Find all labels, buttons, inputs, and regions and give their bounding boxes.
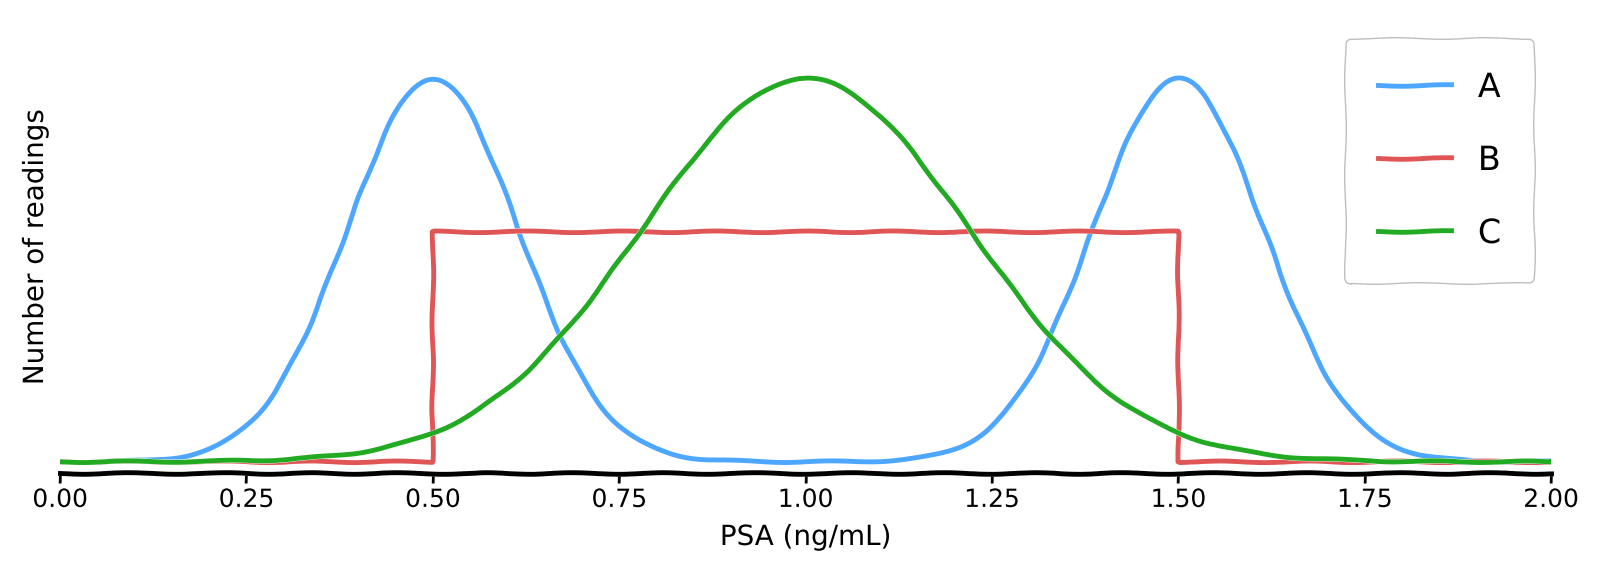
C xyxy=(1352,457,1371,464)
Y-axis label: Number of readings: Number of readings xyxy=(21,109,50,385)
A xyxy=(424,75,443,82)
Line: A: A xyxy=(61,78,1550,462)
C xyxy=(309,454,328,460)
C xyxy=(51,458,70,465)
A xyxy=(1512,458,1531,465)
B xyxy=(1541,458,1560,465)
A xyxy=(1541,458,1560,465)
C xyxy=(221,458,240,464)
B xyxy=(221,458,240,465)
Line: C: C xyxy=(61,78,1550,462)
A xyxy=(622,433,642,440)
C xyxy=(686,151,706,158)
A xyxy=(309,300,328,307)
B xyxy=(309,458,328,465)
B xyxy=(424,228,443,235)
B xyxy=(1512,458,1531,465)
Line: B: B xyxy=(61,232,1550,462)
B xyxy=(1352,458,1371,465)
C xyxy=(795,75,814,82)
A xyxy=(688,455,707,462)
A xyxy=(1352,419,1371,426)
A xyxy=(51,458,70,465)
B xyxy=(688,228,707,235)
Legend: A, B, C: A, B, C xyxy=(1344,38,1534,283)
A xyxy=(221,435,240,442)
B xyxy=(51,458,70,465)
X-axis label: PSA (ng/mL): PSA (ng/mL) xyxy=(720,523,891,551)
C xyxy=(1541,458,1560,465)
C xyxy=(1512,458,1531,465)
C xyxy=(622,240,642,247)
B xyxy=(622,228,642,235)
